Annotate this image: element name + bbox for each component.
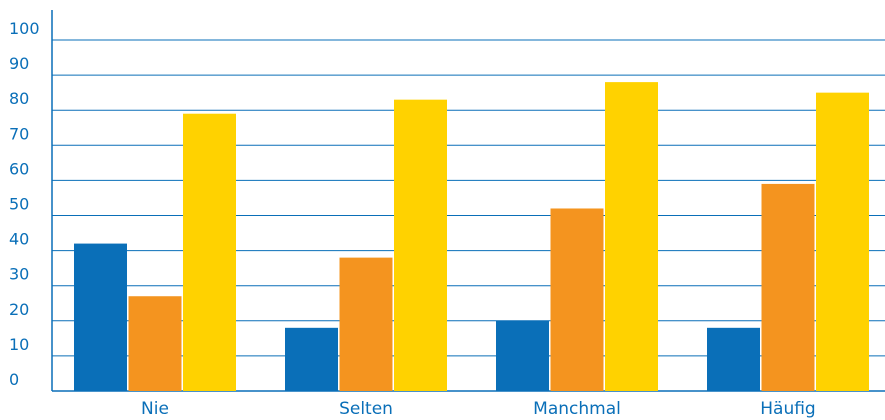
bar-nie-series-1 bbox=[74, 243, 127, 391]
bar-häufig-series-3 bbox=[816, 92, 869, 392]
y-tick-label: 60 bbox=[9, 159, 29, 178]
y-tick-label: 50 bbox=[9, 195, 29, 214]
y-tick-label: 0 bbox=[9, 370, 19, 389]
bar-nie-series-3 bbox=[183, 113, 236, 392]
y-tick-label: 10 bbox=[9, 335, 29, 354]
bar-häufig-series-1 bbox=[707, 327, 760, 391]
y-tick-label: 70 bbox=[9, 124, 29, 143]
y-tick-label: 20 bbox=[9, 300, 29, 319]
x-tick-label: Manchmal bbox=[533, 399, 621, 419]
y-tick-label: 100 bbox=[9, 19, 40, 38]
y-tick-label: 30 bbox=[9, 265, 29, 284]
bar-manchmal-series-3 bbox=[605, 82, 658, 392]
x-tick-label: Häufig bbox=[760, 399, 815, 419]
x-axis-labels: Nie Selten Manchmal Häufig bbox=[141, 399, 816, 419]
y-tick-label: 40 bbox=[9, 230, 29, 249]
x-tick-label: Nie bbox=[141, 399, 169, 419]
y-tick-label: 90 bbox=[9, 54, 29, 73]
bars bbox=[74, 82, 869, 392]
bar-selten-series-2 bbox=[339, 257, 393, 391]
bar-manchmal-series-1 bbox=[496, 320, 549, 391]
y-axis: 0 10 20 30 40 50 60 70 80 90 100 bbox=[9, 10, 53, 391]
bar-häufig-series-2 bbox=[761, 183, 815, 391]
bar-nie-series-2 bbox=[128, 296, 182, 391]
bar-selten-series-3 bbox=[394, 99, 447, 392]
y-tick-label: 80 bbox=[9, 89, 29, 108]
x-tick-label: Selten bbox=[339, 399, 393, 419]
bar-manchmal-series-2 bbox=[550, 208, 604, 391]
bar-selten-series-1 bbox=[285, 327, 338, 391]
